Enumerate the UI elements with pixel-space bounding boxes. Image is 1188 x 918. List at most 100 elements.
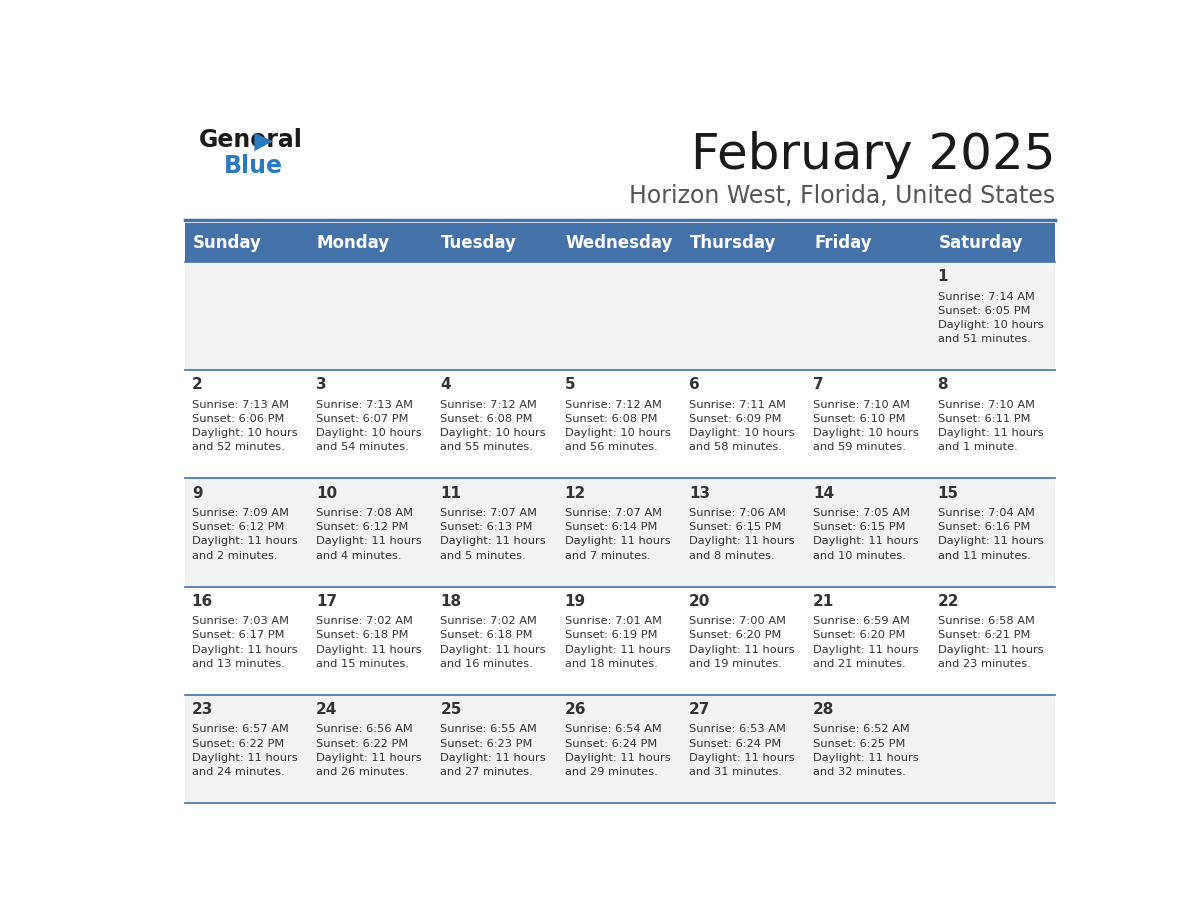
Text: 2: 2: [191, 377, 202, 392]
Text: Wednesday: Wednesday: [565, 234, 672, 252]
Text: and 4 minutes.: and 4 minutes.: [316, 551, 402, 561]
Text: Blue: Blue: [225, 154, 283, 178]
Text: General: General: [200, 128, 303, 151]
Text: Sunrise: 7:10 AM: Sunrise: 7:10 AM: [814, 400, 910, 410]
FancyBboxPatch shape: [682, 223, 807, 263]
Text: 17: 17: [316, 594, 337, 609]
Text: and 13 minutes.: and 13 minutes.: [191, 659, 285, 668]
Text: 8: 8: [937, 377, 948, 392]
Text: and 27 minutes.: and 27 minutes.: [441, 767, 533, 777]
Text: Sunset: 6:25 PM: Sunset: 6:25 PM: [814, 739, 905, 748]
Text: 24: 24: [316, 701, 337, 717]
Text: Daylight: 11 hours: Daylight: 11 hours: [937, 428, 1043, 438]
Text: Sunrise: 7:09 AM: Sunrise: 7:09 AM: [191, 509, 289, 518]
Text: Sunset: 6:08 PM: Sunset: 6:08 PM: [564, 414, 657, 424]
Text: and 54 minutes.: and 54 minutes.: [316, 442, 409, 453]
Text: Sunday: Sunday: [192, 234, 261, 252]
Text: Sunrise: 7:12 AM: Sunrise: 7:12 AM: [441, 400, 537, 410]
FancyBboxPatch shape: [310, 223, 434, 263]
Text: Daylight: 11 hours: Daylight: 11 hours: [191, 753, 297, 763]
Text: and 29 minutes.: and 29 minutes.: [564, 767, 657, 777]
Text: Sunset: 6:06 PM: Sunset: 6:06 PM: [191, 414, 284, 424]
Text: Sunset: 6:13 PM: Sunset: 6:13 PM: [441, 522, 533, 532]
Text: Sunset: 6:20 PM: Sunset: 6:20 PM: [814, 631, 905, 641]
Text: Daylight: 11 hours: Daylight: 11 hours: [316, 753, 422, 763]
Text: and 2 minutes.: and 2 minutes.: [191, 551, 277, 561]
Text: Sunset: 6:20 PM: Sunset: 6:20 PM: [689, 631, 782, 641]
FancyBboxPatch shape: [185, 478, 1055, 587]
Text: 16: 16: [191, 594, 213, 609]
Text: Sunset: 6:22 PM: Sunset: 6:22 PM: [191, 739, 284, 748]
Text: Sunrise: 7:12 AM: Sunrise: 7:12 AM: [564, 400, 662, 410]
Text: Sunrise: 6:58 AM: Sunrise: 6:58 AM: [937, 616, 1035, 626]
Text: Daylight: 11 hours: Daylight: 11 hours: [814, 536, 918, 546]
Text: 26: 26: [564, 701, 586, 717]
Text: and 8 minutes.: and 8 minutes.: [689, 551, 775, 561]
Text: Sunrise: 7:02 AM: Sunrise: 7:02 AM: [316, 616, 413, 626]
Text: Sunrise: 6:55 AM: Sunrise: 6:55 AM: [441, 724, 537, 734]
Text: Daylight: 11 hours: Daylight: 11 hours: [689, 644, 795, 655]
Text: 7: 7: [814, 377, 823, 392]
FancyBboxPatch shape: [185, 263, 1055, 370]
Text: and 21 minutes.: and 21 minutes.: [814, 659, 906, 668]
Text: and 24 minutes.: and 24 minutes.: [191, 767, 284, 777]
Text: and 26 minutes.: and 26 minutes.: [316, 767, 409, 777]
Text: 13: 13: [689, 486, 710, 500]
Text: 9: 9: [191, 486, 202, 500]
Text: Daylight: 11 hours: Daylight: 11 hours: [564, 753, 670, 763]
Text: 22: 22: [937, 594, 959, 609]
Text: 20: 20: [689, 594, 710, 609]
Text: Daylight: 11 hours: Daylight: 11 hours: [191, 644, 297, 655]
Text: Sunrise: 7:07 AM: Sunrise: 7:07 AM: [564, 509, 662, 518]
Text: and 10 minutes.: and 10 minutes.: [814, 551, 906, 561]
FancyBboxPatch shape: [185, 370, 1055, 478]
Text: 1: 1: [937, 269, 948, 285]
Polygon shape: [254, 133, 273, 151]
Text: Daylight: 11 hours: Daylight: 11 hours: [441, 644, 546, 655]
Text: 12: 12: [564, 486, 586, 500]
Text: Daylight: 11 hours: Daylight: 11 hours: [441, 536, 546, 546]
Text: and 59 minutes.: and 59 minutes.: [814, 442, 906, 453]
Text: 15: 15: [937, 486, 959, 500]
Text: Sunrise: 6:56 AM: Sunrise: 6:56 AM: [316, 724, 412, 734]
Text: Friday: Friday: [814, 234, 872, 252]
Text: Sunrise: 7:01 AM: Sunrise: 7:01 AM: [564, 616, 662, 626]
Text: and 7 minutes.: and 7 minutes.: [564, 551, 650, 561]
Text: Monday: Monday: [317, 234, 390, 252]
Text: and 55 minutes.: and 55 minutes.: [441, 442, 533, 453]
FancyBboxPatch shape: [434, 223, 558, 263]
Text: 5: 5: [564, 377, 575, 392]
Text: Sunrise: 7:07 AM: Sunrise: 7:07 AM: [441, 509, 537, 518]
Text: Sunset: 6:21 PM: Sunset: 6:21 PM: [937, 631, 1030, 641]
Text: and 58 minutes.: and 58 minutes.: [689, 442, 782, 453]
FancyBboxPatch shape: [558, 223, 682, 263]
Text: Sunrise: 6:54 AM: Sunrise: 6:54 AM: [564, 724, 662, 734]
Text: Sunset: 6:08 PM: Sunset: 6:08 PM: [441, 414, 533, 424]
Text: Sunset: 6:15 PM: Sunset: 6:15 PM: [689, 522, 782, 532]
Text: Daylight: 11 hours: Daylight: 11 hours: [937, 644, 1043, 655]
Text: Sunset: 6:18 PM: Sunset: 6:18 PM: [441, 631, 533, 641]
Text: Sunrise: 6:57 AM: Sunrise: 6:57 AM: [191, 724, 289, 734]
Text: February 2025: February 2025: [691, 131, 1055, 179]
Text: Daylight: 11 hours: Daylight: 11 hours: [689, 536, 795, 546]
FancyBboxPatch shape: [807, 223, 931, 263]
Text: 10: 10: [316, 486, 337, 500]
Text: and 19 minutes.: and 19 minutes.: [689, 659, 782, 668]
Text: Sunset: 6:11 PM: Sunset: 6:11 PM: [937, 414, 1030, 424]
Text: Sunrise: 7:05 AM: Sunrise: 7:05 AM: [814, 509, 910, 518]
Text: Sunrise: 6:53 AM: Sunrise: 6:53 AM: [689, 724, 785, 734]
Text: Sunset: 6:10 PM: Sunset: 6:10 PM: [814, 414, 905, 424]
Text: Tuesday: Tuesday: [441, 234, 517, 252]
Text: Sunrise: 7:04 AM: Sunrise: 7:04 AM: [937, 509, 1035, 518]
Text: Daylight: 10 hours: Daylight: 10 hours: [814, 428, 918, 438]
Text: Sunset: 6:09 PM: Sunset: 6:09 PM: [689, 414, 782, 424]
Text: and 5 minutes.: and 5 minutes.: [441, 551, 526, 561]
Text: Sunset: 6:22 PM: Sunset: 6:22 PM: [316, 739, 409, 748]
Text: Sunset: 6:18 PM: Sunset: 6:18 PM: [316, 631, 409, 641]
Text: 18: 18: [441, 594, 461, 609]
Text: and 31 minutes.: and 31 minutes.: [689, 767, 782, 777]
Text: Daylight: 10 hours: Daylight: 10 hours: [441, 428, 546, 438]
Text: Sunset: 6:23 PM: Sunset: 6:23 PM: [441, 739, 532, 748]
Text: and 51 minutes.: and 51 minutes.: [937, 334, 1030, 344]
Text: Sunrise: 7:13 AM: Sunrise: 7:13 AM: [191, 400, 289, 410]
